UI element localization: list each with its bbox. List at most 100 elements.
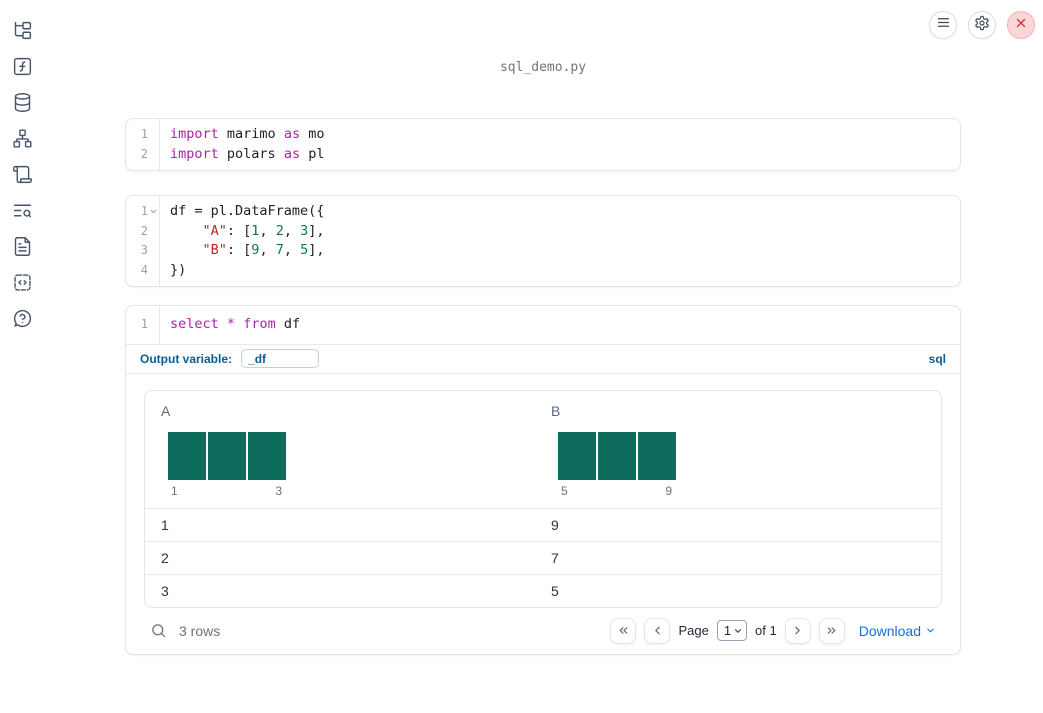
scroll-icon bbox=[12, 164, 33, 190]
menu-button[interactable] bbox=[929, 11, 957, 39]
chevrons-left-icon bbox=[617, 624, 630, 637]
histogram-bar bbox=[558, 431, 596, 480]
download-button[interactable]: Download bbox=[859, 623, 936, 639]
download-label: Download bbox=[858, 622, 921, 639]
line-number: 1 bbox=[140, 127, 148, 141]
chevrons-right-icon bbox=[825, 624, 838, 637]
histogram-max-label: 3 bbox=[275, 483, 282, 498]
sidebar-item-snippets[interactable] bbox=[11, 274, 33, 296]
line-number: 3 bbox=[140, 243, 148, 257]
code-square-icon bbox=[12, 272, 33, 298]
cell-dataframe: 1 2 3 4 df = pl.DataFrame({ "A": [1, 2, 3], … bbox=[125, 195, 961, 287]
page-label: Page bbox=[678, 623, 709, 638]
notebook-actions bbox=[929, 11, 1035, 39]
line-number: 2 bbox=[140, 146, 148, 161]
page-of-label: of 1 bbox=[755, 623, 777, 638]
code-editor-sql[interactable]: 1 select * from df bbox=[126, 306, 960, 345]
row-count-label: 3 rows bbox=[179, 622, 221, 639]
cell-sql: 1 select * from df Output variable: sql A… bbox=[125, 305, 961, 655]
output-variable-row: Output variable: sql bbox=[126, 345, 960, 374]
table-footer: 3 rows P bbox=[144, 608, 942, 654]
first-page-button[interactable] bbox=[610, 617, 637, 644]
column-name: B bbox=[551, 402, 561, 419]
chevron-down-icon bbox=[925, 625, 936, 636]
chevron-left-icon bbox=[651, 624, 664, 637]
sidebar-item-variables[interactable] bbox=[11, 56, 33, 82]
code-line: import marimo as mo bbox=[170, 126, 325, 142]
sidebar-item-scratchpad[interactable] bbox=[11, 164, 33, 190]
column-histogram bbox=[168, 431, 286, 480]
code-line: select * from df bbox=[170, 316, 301, 332]
sidebar-item-documentation[interactable] bbox=[11, 237, 33, 260]
table-cell: 5 bbox=[551, 582, 559, 599]
code-gutter: 1 bbox=[126, 306, 160, 344]
close-icon bbox=[1014, 16, 1028, 35]
line-number: 4 bbox=[140, 262, 148, 277]
page-select-value: 1 bbox=[723, 623, 732, 638]
sidebar-item-data-sources[interactable] bbox=[11, 92, 33, 118]
code-line: df = pl.DataFrame({ bbox=[170, 203, 325, 219]
fold-chevron-icon[interactable] bbox=[149, 207, 158, 216]
histogram-bar bbox=[168, 431, 206, 480]
function-square-icon bbox=[12, 56, 33, 82]
text-search-icon bbox=[12, 200, 33, 226]
database-icon bbox=[12, 92, 33, 118]
histogram-min-label: 5 bbox=[561, 483, 568, 498]
page-select[interactable]: 1 bbox=[716, 620, 748, 641]
prev-page-button[interactable] bbox=[644, 617, 671, 644]
search-icon[interactable] bbox=[150, 622, 167, 639]
code-editor-imports[interactable]: 1 2 import marimo as mo import polars as pl bbox=[126, 119, 960, 170]
line-number: 1 bbox=[126, 202, 159, 222]
shutdown-button[interactable] bbox=[1007, 11, 1035, 39]
table-cell: 3 bbox=[161, 582, 169, 599]
chevron-right-icon bbox=[791, 624, 804, 637]
table-cell: 9 bbox=[551, 516, 559, 533]
sidebar-item-file-explorer[interactable] bbox=[11, 20, 33, 46]
gear-icon bbox=[974, 15, 990, 36]
cell-imports: 1 2 import marimo as mo import polars as pl bbox=[125, 118, 961, 171]
table-cell: 2 bbox=[161, 549, 169, 566]
next-page-button[interactable] bbox=[784, 617, 811, 644]
settings-button[interactable] bbox=[968, 11, 996, 39]
output-variable-input[interactable] bbox=[241, 349, 320, 368]
column-name: A bbox=[161, 402, 171, 419]
code-line: "B": [9, 7, 5], bbox=[202, 242, 325, 258]
histogram-bar bbox=[598, 431, 636, 480]
histogram-min-label: 1 bbox=[171, 483, 178, 498]
histogram-max-label: 9 bbox=[665, 483, 672, 498]
histogram-bar bbox=[638, 431, 676, 480]
code-line: "A": [1, 2, 3], bbox=[202, 222, 325, 239]
sidebar-item-tracing[interactable] bbox=[11, 202, 33, 224]
file-tree-icon bbox=[12, 20, 33, 46]
code-line: }) bbox=[170, 261, 187, 278]
table-cell: 1 bbox=[161, 516, 169, 533]
notebook: sql_demo.py 1 2 import marimo as mo import … bbox=[125, 0, 961, 655]
last-page-button[interactable] bbox=[818, 617, 845, 644]
code-line: import polars as pl bbox=[170, 145, 325, 162]
line-number: 2 bbox=[140, 223, 148, 238]
histogram-bar bbox=[208, 431, 246, 480]
sidebar-item-dependencies[interactable] bbox=[11, 128, 33, 154]
network-icon bbox=[12, 128, 33, 154]
sidebar-item-help[interactable] bbox=[11, 309, 33, 332]
sidebar bbox=[0, 0, 44, 713]
histogram-bar bbox=[248, 431, 286, 480]
column-histogram bbox=[558, 431, 676, 480]
code-editor-dataframe[interactable]: 1 2 3 4 df = pl.DataFrame({ "A": [1, 2, 3], … bbox=[126, 196, 960, 286]
notebook-filename: sql_demo.py bbox=[499, 60, 587, 75]
sql-language-badge: sql bbox=[928, 351, 946, 366]
output-variable-label: Output variable: bbox=[140, 351, 233, 366]
